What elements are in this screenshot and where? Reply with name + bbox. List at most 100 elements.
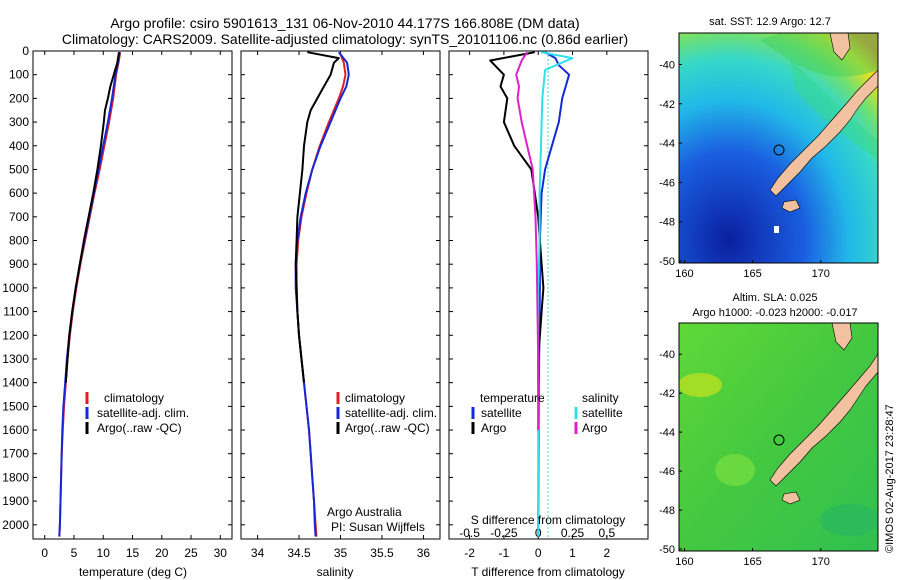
- salinity-plot-frame: [240, 50, 441, 540]
- t-difference-xlabel: T difference from climatology: [471, 565, 625, 579]
- temperature-panel: 0100200300400500600700800900100011001200…: [2, 44, 233, 579]
- depth-tick-label: 1400: [2, 376, 29, 390]
- depth-tick-label: 1900: [2, 494, 29, 508]
- x-tick-label: 0: [41, 546, 48, 560]
- salinity-series-group: [294, 51, 350, 537]
- sla-map-axis: 160 165 170 -40 -42 -44 -46 -48 -50: [659, 349, 830, 568]
- depth-tick-label: 700: [9, 210, 29, 224]
- lat-tick-label: -44: [659, 427, 675, 439]
- s-diff-tick-label: -0.5: [459, 526, 480, 540]
- legend-climatology: climatology: [345, 391, 405, 405]
- sla-high-patch-2: [715, 454, 755, 486]
- figure-title-line1: Argo profile: csiro 5901613_131 06-Nov-2…: [110, 15, 580, 31]
- legend-temp-satellite: satellite: [481, 406, 522, 420]
- lat-tick-label: -40: [659, 59, 675, 71]
- sst-argo-position-marker: [773, 144, 785, 156]
- depth-tick-label: 1300: [2, 352, 29, 366]
- legend-argo: Argo(..raw -QC): [345, 421, 430, 435]
- depth-tick-label: 1000: [2, 281, 29, 295]
- imos-timestamp: ©IMOS 02-Aug-2017 23:28:47: [884, 404, 896, 553]
- legend-temperature-title: temperature: [480, 391, 545, 405]
- x-tick-label: 20: [155, 546, 169, 560]
- depth-tick-label: 1700: [2, 447, 29, 461]
- credit-pi: PI: Susan Wijffels: [331, 520, 425, 534]
- sst-map-panel: sat. SST: 12.9 Argo: 12.7 160 165 170 -40 -4…: [659, 16, 879, 280]
- difference-legend: temperature salinity satellite Argo sate…: [471, 391, 623, 435]
- x-tick-label: 36: [417, 546, 431, 560]
- depth-tick-label: 1800: [2, 470, 29, 484]
- x-tick-label: 30: [214, 546, 228, 560]
- s-diff-tick-label: -0.25: [490, 526, 518, 540]
- x-tick-label: 1: [569, 546, 576, 560]
- x-tick-label: 15: [126, 546, 140, 560]
- series-line-argo-raw-qc-: [64, 52, 120, 383]
- sst-white-marker: [774, 226, 779, 233]
- depth-tick-label: 1200: [2, 328, 29, 342]
- x-tick-label: -1: [499, 546, 510, 560]
- depth-tick-label: 600: [9, 186, 29, 200]
- depth-tick-label: 500: [9, 162, 29, 176]
- x-tick-label: 25: [184, 546, 198, 560]
- series-line-salinity-argo: [515, 51, 540, 430]
- south-island-land: [769, 69, 878, 197]
- sla-map-frame: [678, 322, 879, 552]
- lon-tick-label: 170: [812, 268, 830, 280]
- lat-tick-label: -48: [659, 217, 675, 229]
- legend-temp-argo: Argo: [481, 421, 507, 435]
- salinity-xlabel: salinity: [317, 565, 354, 579]
- legend-sal-satellite: satellite: [582, 406, 623, 420]
- difference-panel: -2 -1 0 1 2 -0.5 -0.25 0 0.25 0.5 temperature sa…: [448, 50, 649, 579]
- south-island-land: [769, 353, 878, 487]
- north-island-land: [831, 323, 853, 351]
- depth-tick-label: 800: [9, 234, 29, 248]
- lat-tick-label: -44: [659, 138, 675, 150]
- sst-coastal-band: [790, 60, 878, 160]
- sla-high-patch: [679, 373, 722, 397]
- salinity-legend: climatology satellite-adj. clim. Argo(..…: [336, 391, 437, 435]
- stewart-island-land: [781, 199, 801, 213]
- salinity-depth-ticks: [241, 50, 440, 526]
- depth-tick-label: 200: [9, 91, 29, 105]
- legend-satellite: satellite-adj. clim.: [345, 406, 437, 420]
- depth-tick-label: 900: [9, 257, 29, 271]
- temperature-legend: climatology satellite-adj. clim. Argo(..…: [85, 391, 189, 435]
- lon-tick-label: 160: [675, 556, 693, 568]
- temperature-xlabel: temperature (deg C): [79, 565, 187, 579]
- salinity-x-axis: 34 34.5 35 35.5 36: [251, 51, 431, 560]
- s-diff-tick-label: 0.25: [561, 526, 585, 540]
- temperature-x-axis: 0 5 10 15 20 25 30: [41, 51, 227, 560]
- depth-tick-label: 2000: [2, 518, 29, 532]
- legend-salinity-title: salinity: [582, 391, 619, 405]
- temperature-series-group: [58, 52, 122, 537]
- lat-tick-label: -42: [659, 99, 675, 111]
- x-tick-label: 2: [603, 546, 610, 560]
- lon-tick-label: 160: [675, 268, 693, 280]
- legend-argo: Argo(..raw -QC): [97, 421, 182, 435]
- lat-tick-label: -40: [659, 349, 675, 361]
- series-line-argo-raw-qc-: [294, 51, 340, 383]
- legend-satellite: satellite-adj. clim.: [97, 406, 189, 420]
- difference-series-group: [489, 51, 574, 537]
- difference-depth-ticks: [449, 50, 648, 526]
- lat-tick-label: -50: [659, 544, 675, 556]
- north-island-land: [829, 33, 851, 61]
- credit-org: Argo Australia: [327, 505, 402, 519]
- sla-argo-position-marker: [773, 434, 785, 446]
- sla-map-title-line1: Altim. SLA: 0.025: [733, 292, 818, 304]
- lat-tick-label: -46: [659, 177, 675, 189]
- x-tick-label: 0: [535, 546, 542, 560]
- sla-map-title-line2: Argo h1000: -0.023 h2000: -0.017: [692, 307, 857, 319]
- depth-tick-label: 100: [9, 68, 29, 82]
- series-line-temperature-satellite: [537, 51, 571, 537]
- lon-tick-label: 165: [743, 556, 761, 568]
- sst-map-title: sat. SST: 12.9 Argo: 12.7: [709, 16, 831, 28]
- sla-map-panel: Altim. SLA: 0.025 Argo h1000: -0.023 h20…: [659, 292, 879, 568]
- depth-tick-label: 400: [9, 139, 29, 153]
- x-tick-label: 35.5: [370, 546, 394, 560]
- lon-tick-label: 165: [743, 268, 761, 280]
- lat-tick-label: -42: [659, 388, 675, 400]
- x-tick-label: 10: [97, 546, 111, 560]
- lat-tick-label: -50: [659, 256, 675, 268]
- depth-tick-label: 1100: [3, 305, 29, 319]
